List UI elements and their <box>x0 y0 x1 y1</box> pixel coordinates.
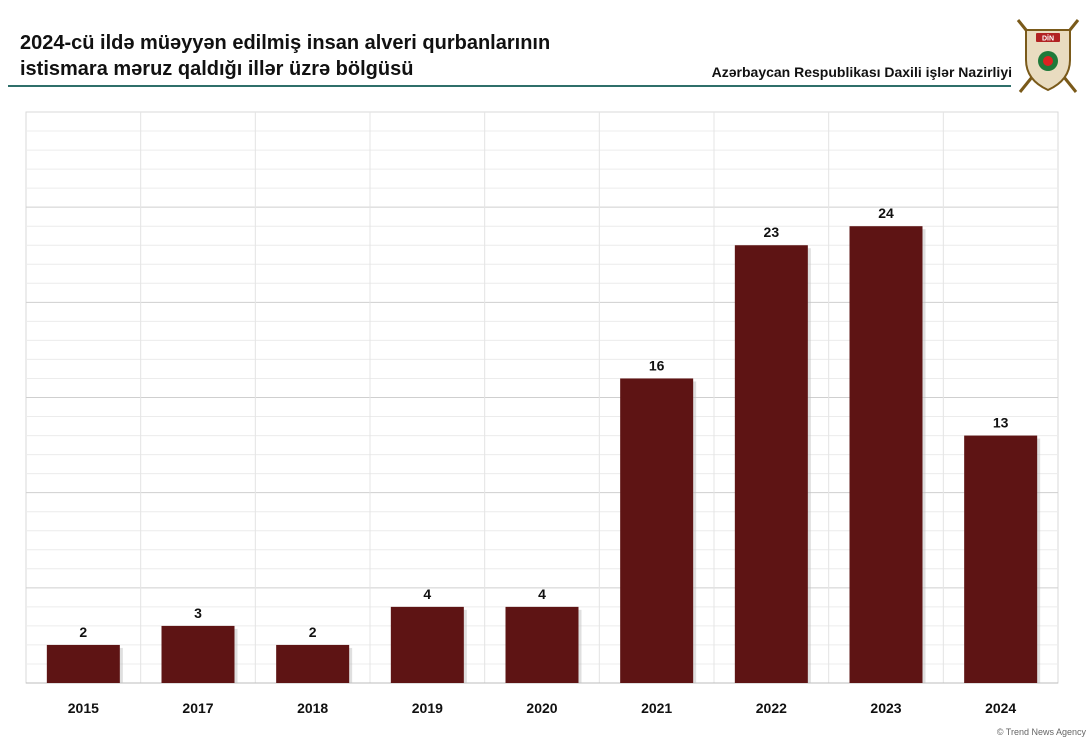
data-label-2021: 16 <box>649 357 665 373</box>
x-tick-label-2018: 2018 <box>297 700 328 716</box>
agency-name: Azərbaycan Respublikası Daxili işlər Naz… <box>711 64 1012 80</box>
ministry-emblem-icon: DİN <box>1016 19 1080 93</box>
data-label-2018: 2 <box>309 624 317 640</box>
data-label-2024: 13 <box>993 415 1009 431</box>
bar-2021 <box>620 378 694 683</box>
credit-text: © Trend News Agency <box>996 727 1086 737</box>
data-label-2019: 4 <box>423 586 431 602</box>
emblem-banner <box>1036 33 1060 42</box>
data-label-2017: 3 <box>194 605 202 621</box>
bar-2017 <box>161 625 235 683</box>
header-divider <box>8 85 1011 87</box>
bar-2019 <box>390 606 464 683</box>
chart-title: 2024-cü ildə müəyyən edilmiş insan alver… <box>20 30 550 82</box>
x-tick-label-2015: 2015 <box>68 700 99 716</box>
data-label-2023: 24 <box>878 205 894 221</box>
data-label-2020: 4 <box>538 586 546 602</box>
data-label-2015: 2 <box>79 624 87 640</box>
x-tick-label-2023: 2023 <box>870 700 901 716</box>
chart-title-line-1: 2024-cü ildə müəyyən edilmiş insan alver… <box>20 32 551 54</box>
emblem-text: DİN <box>1042 35 1054 43</box>
data-label-2022: 23 <box>764 224 780 240</box>
x-tick-label-2017: 2017 <box>182 700 213 716</box>
x-tick-label-2020: 2020 <box>526 700 557 716</box>
bar-2018 <box>276 644 350 683</box>
bar-2022 <box>734 245 808 683</box>
chart-title-line-2: istismara məruz qaldığı illər üzrə bölgü… <box>20 58 414 80</box>
chart-bars <box>46 226 1041 683</box>
x-tick-label-2024: 2024 <box>985 700 1016 716</box>
x-tick-label-2022: 2022 <box>756 700 787 716</box>
chart-x-axis: 2015 2017 2018 2019 2020 2021 2022 2023 2024 <box>68 700 1017 716</box>
x-tick-label-2019: 2019 <box>412 700 443 716</box>
bar-2015 <box>46 644 120 683</box>
bar-2024 <box>964 435 1038 683</box>
bar-2020 <box>505 606 579 683</box>
emblem-star-icon <box>1043 56 1053 66</box>
x-tick-label-2021: 2021 <box>641 700 672 716</box>
bar-2023 <box>849 226 923 683</box>
